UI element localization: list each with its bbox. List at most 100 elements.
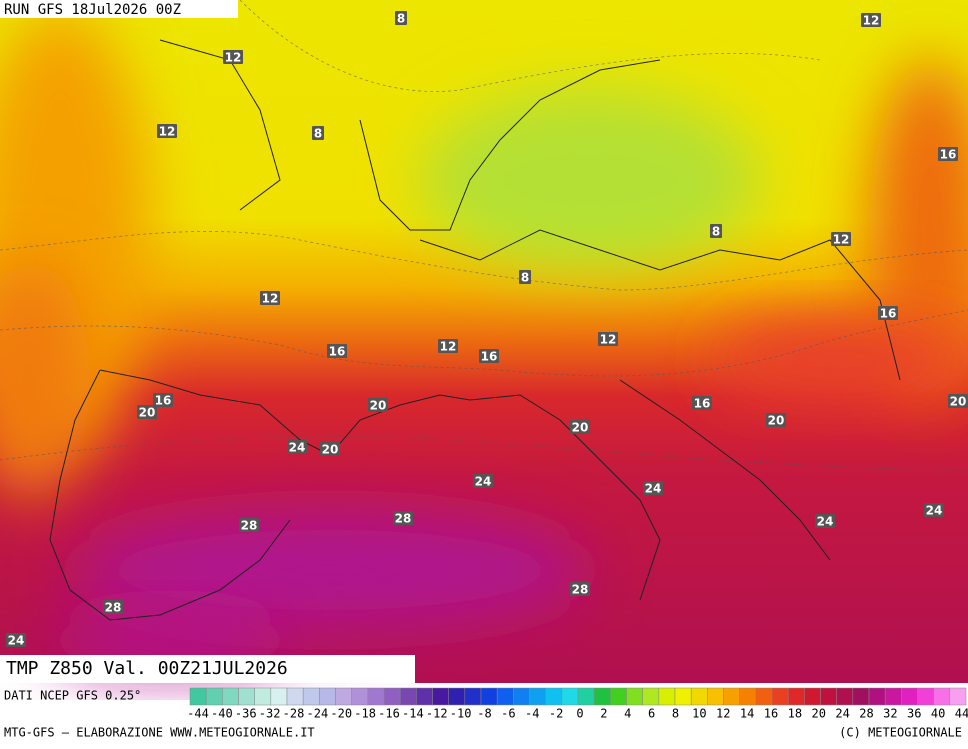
scale-label: -16: [378, 707, 400, 721]
contour-label-box: [924, 503, 944, 517]
contour-label-box: [103, 600, 123, 614]
scale-label: -18: [354, 707, 376, 721]
scale-label: -10: [450, 707, 472, 721]
scale-swatch: [901, 687, 918, 706]
scale-swatch: [351, 687, 369, 706]
scale-swatch: [771, 687, 789, 706]
scale-label: 40: [931, 707, 945, 721]
scale-swatch: [577, 687, 595, 706]
scale-swatch: [690, 687, 708, 706]
scale-label: 16: [764, 707, 778, 721]
contour-label-box: [438, 339, 458, 353]
scale-swatch: [335, 687, 352, 706]
scale-swatch: [868, 687, 886, 706]
scale-swatch: [286, 687, 304, 706]
scale-swatch: [189, 687, 207, 706]
contour-label-box: [570, 582, 590, 596]
scale-swatch: [723, 687, 740, 706]
scale-label: 10: [692, 707, 706, 721]
contour-label-box: [938, 147, 958, 161]
contour-label: 20: [370, 399, 387, 413]
contour-label: 12: [600, 333, 617, 347]
title-box: [0, 655, 415, 683]
contour-label: 28: [395, 512, 412, 526]
scale-label: 4: [624, 707, 631, 721]
contour-label-box: [831, 232, 851, 246]
scale-swatch: [658, 687, 676, 706]
scale-swatch: [529, 687, 546, 706]
scale-label: -6: [501, 707, 515, 721]
scale-swatch: [302, 687, 320, 706]
contour-label-box: [368, 398, 388, 412]
scale-swatch: [432, 687, 449, 706]
contour-label: 28: [572, 583, 589, 597]
contour-label-box: [598, 332, 618, 346]
copyright-label: (C) METEOGIORNALE: [839, 726, 962, 740]
scale-swatch: [480, 687, 498, 706]
contour-label-box: [312, 126, 324, 140]
contour-label-box: [519, 270, 531, 284]
source-label: DATI NCEP GFS 0.25°: [4, 689, 141, 703]
scale-label: 24: [835, 707, 849, 721]
contour-label-box: [6, 633, 26, 647]
scale-swatch: [787, 687, 805, 706]
scale-swatch: [739, 687, 757, 706]
contour-label: 16: [940, 148, 957, 162]
scale-swatch: [917, 687, 934, 706]
scale-label: 2: [600, 707, 607, 721]
scale-swatch: [513, 687, 530, 706]
contour-label: 16: [694, 397, 711, 411]
scale-swatch: [820, 687, 837, 706]
scale-swatch: [836, 687, 854, 706]
contour-label-box: [395, 11, 407, 25]
contour-label: 24: [289, 441, 306, 455]
scale-label: 36: [907, 707, 921, 721]
scale-label: -2: [549, 707, 563, 721]
scale-swatch: [852, 687, 870, 706]
credit-label: MTG-GFS — ELABORAZIONE WWW.METEOGIORNALE…: [4, 726, 315, 740]
scale-swatch: [319, 687, 336, 706]
scale-label: -28: [283, 707, 305, 721]
scale-swatch: [884, 687, 902, 706]
scale-swatch: [674, 687, 692, 706]
contour-label: 8: [314, 127, 322, 141]
contour-label: 20: [322, 443, 339, 457]
contour-label: 12: [440, 340, 457, 354]
run-box: [0, 0, 238, 18]
scale-swatch: [367, 687, 385, 706]
contour-label: 8: [397, 12, 405, 26]
scale-swatch: [383, 687, 401, 706]
contour-label-box: [157, 124, 177, 138]
contour-label: 24: [475, 475, 492, 489]
contour-label: 12: [159, 125, 176, 139]
contour-label: 28: [105, 601, 122, 615]
scale-label: -32: [259, 707, 281, 721]
scale-label: 0: [576, 707, 583, 721]
contour-label: 20: [950, 395, 967, 409]
scale-swatch: [610, 687, 627, 706]
contour-label: 16: [481, 350, 498, 364]
contour-label: 16: [329, 345, 346, 359]
scale-swatch: [804, 687, 821, 706]
contour-label-box: [766, 413, 786, 427]
coastlines: [49, 39, 901, 621]
contour-label: 28: [241, 519, 258, 533]
contour-label-box: [815, 514, 835, 528]
contour-label: 8: [521, 271, 529, 285]
contour-label: 24: [645, 482, 662, 496]
contour-label-box: [643, 481, 663, 495]
scale-label: -40: [211, 707, 233, 721]
contour-label: 16: [155, 394, 172, 408]
contour-label: 12: [833, 233, 850, 247]
scale-label: -12: [426, 707, 448, 721]
contour-label-box: [287, 440, 307, 454]
scale-swatch: [205, 687, 223, 706]
contour-label-box: [948, 394, 968, 408]
contour-label: 12: [863, 14, 880, 28]
scale-label: -44: [187, 707, 209, 721]
contour-label: 24: [817, 515, 834, 529]
contour-label-box: [710, 224, 722, 238]
contour-label: 12: [262, 292, 279, 306]
